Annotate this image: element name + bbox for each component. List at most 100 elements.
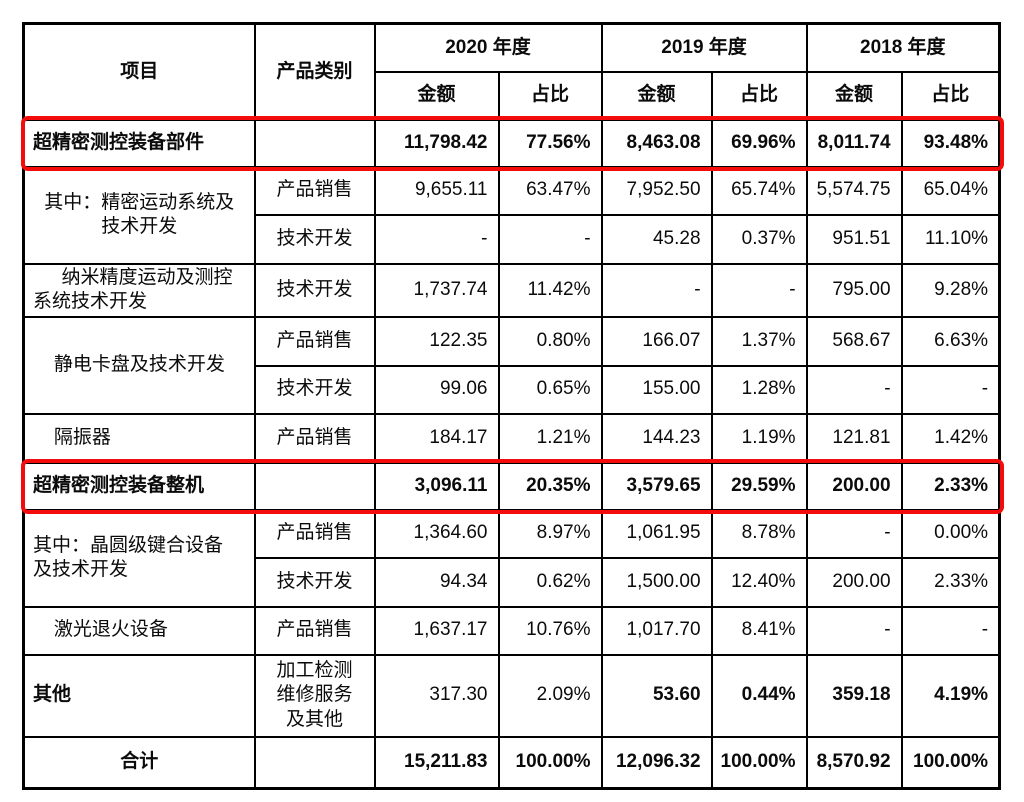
amount-cell: 99.06 [373, 364, 500, 415]
row-wafer-bonding-sales: 其中：晶圆级键合设备 及技术开发 产品销售 1,364.60 8.97% 1,0… [22, 508, 1001, 608]
ratio-cell: 8.78% [710, 508, 808, 559]
ratio-cell: 9.28% [900, 262, 1001, 318]
item-cell: 隔振器 [22, 412, 256, 464]
header-amount-2018: 金额 [805, 70, 903, 121]
ratio-cell: 100.00% [900, 735, 1001, 790]
ratio-cell: 1.37% [710, 315, 808, 367]
amount-cell: 1,637.17 [373, 605, 500, 656]
amount-cell: 3,096.11 [373, 461, 500, 511]
row-nano-motion-dev: 纳米精度运动及测控 系统技术开发 技术开发 1,737.74 11.42% - … [22, 262, 1001, 318]
amount-cell: 94.34 [373, 556, 500, 608]
category-cell: 产品销售 [253, 165, 376, 216]
category-cell [253, 735, 376, 790]
item-cell: 超精密测控装备部件 [22, 118, 256, 168]
amount-cell: 45.28 [600, 213, 713, 265]
ratio-cell: 1.28% [710, 364, 808, 415]
category-cell [253, 461, 376, 511]
row-electrostatic-chuck-sales: 静电卡盘及技术开发 产品销售 122.35 0.80% 166.07 1.37%… [22, 315, 1001, 415]
ratio-cell: 1.19% [710, 412, 808, 464]
ratio-cell: - [900, 605, 1001, 656]
header-year-2020: 2020 年度 [373, 22, 603, 73]
row-precision-motion-sales: 其中：精密运动系统及 技术开发 产品销售 9,655.11 63.47% 7,9… [22, 165, 1001, 265]
amount-cell: 11,798.42 [373, 118, 500, 168]
amount-cell: - [805, 508, 903, 559]
amount-cell: 795.00 [805, 262, 903, 318]
ratio-cell: - [900, 364, 1001, 415]
ratio-cell: 6.63% [900, 315, 1001, 367]
ratio-cell: 0.37% [710, 213, 808, 265]
header-year-2018: 2018 年度 [805, 22, 1001, 73]
ratio-cell: 0.65% [497, 364, 603, 415]
item-cell: 其中：精密运动系统及 技术开发 [22, 165, 256, 265]
amount-cell: 1,737.74 [373, 262, 500, 318]
row-machines-subtotal: 超精密测控装备整机 3,096.11 20.35% 3,579.65 29.59… [22, 461, 1001, 511]
amount-cell: 53.60 [600, 653, 713, 738]
ratio-cell: 10.76% [497, 605, 603, 656]
amount-cell: - [600, 262, 713, 318]
row-grand-total: 合计 15,211.83 100.00% 12,096.32 100.00% 8… [22, 735, 1001, 790]
ratio-cell: 0.80% [497, 315, 603, 367]
ratio-cell: 77.56% [497, 118, 603, 168]
ratio-cell: 11.10% [900, 213, 1001, 265]
ratio-cell: 0.44% [710, 653, 808, 738]
ratio-cell: 12.40% [710, 556, 808, 608]
ratio-cell: 0.00% [900, 508, 1001, 559]
ratio-cell: - [497, 213, 603, 265]
category-cell: 加工检测 维修服务 及其他 [253, 653, 376, 738]
item-cell: 其中：晶圆级键合设备 及技术开发 [22, 508, 256, 608]
header-amount-2019: 金额 [600, 70, 713, 121]
header-category: 产品类别 [253, 22, 376, 121]
amount-cell: 1,061.95 [600, 508, 713, 559]
ratio-cell: 8.41% [710, 605, 808, 656]
amount-cell: 155.00 [600, 364, 713, 415]
amount-cell: 3,579.65 [600, 461, 713, 511]
header-item: 项目 [22, 22, 256, 121]
item-cell: 静电卡盘及技术开发 [22, 315, 256, 415]
amount-cell: 317.30 [373, 653, 500, 738]
category-cell [253, 118, 376, 168]
row-other: 其他 加工检测 维修服务 及其他 317.30 2.09% 53.60 0.44… [22, 653, 1001, 738]
header-row-years: 项目 产品类别 2020 年度 2019 年度 2018 年度 [22, 22, 1001, 121]
revenue-by-category-table: 项目 产品类别 2020 年度 2019 年度 2018 年度 金额 占比 金额… [22, 22, 1002, 790]
ratio-cell: 4.19% [900, 653, 1001, 738]
amount-cell: - [373, 213, 500, 265]
ratio-cell: 0.62% [497, 556, 603, 608]
item-cell: 其他 [22, 653, 256, 738]
category-cell: 产品销售 [253, 412, 376, 464]
header-year-2019: 2019 年度 [600, 22, 808, 73]
amount-cell: 9,655.11 [373, 165, 500, 216]
category-cell: 产品销售 [253, 605, 376, 656]
amount-cell: 166.07 [600, 315, 713, 367]
amount-cell: 5,574.75 [805, 165, 903, 216]
row-parts-subtotal: 超精密测控装备部件 11,798.42 77.56% 8,463.08 69.9… [22, 118, 1001, 168]
ratio-cell: 100.00% [497, 735, 603, 790]
ratio-cell: - [710, 262, 808, 318]
item-cell: 超精密测控装备整机 [22, 461, 256, 511]
amount-cell: 7,952.50 [600, 165, 713, 216]
row-wafer-bonding-dev: 技术开发 94.34 0.62% 1,500.00 12.40% 200.00 … [24, 556, 1001, 608]
ratio-cell: 63.47% [497, 165, 603, 216]
ratio-cell: 2.33% [900, 556, 1001, 608]
ratio-cell: 29.59% [710, 461, 808, 511]
row-electrostatic-chuck-dev: 技术开发 99.06 0.65% 155.00 1.28% - - [24, 364, 1001, 415]
amount-cell: 200.00 [805, 556, 903, 608]
row-precision-motion-dev: 技术开发 - - 45.28 0.37% 951.51 11.10% [24, 213, 1001, 265]
amount-cell: 12,096.32 [600, 735, 713, 790]
amount-cell: 8,570.92 [805, 735, 903, 790]
category-cell: 产品销售 [253, 315, 376, 367]
ratio-cell: 65.74% [710, 165, 808, 216]
row-vibration-isolator: 隔振器 产品销售 184.17 1.21% 144.23 1.19% 121.8… [22, 412, 1001, 464]
ratio-cell: 8.97% [497, 508, 603, 559]
amount-cell: 8,463.08 [600, 118, 713, 168]
category-cell: 技术开发 [253, 213, 376, 265]
amount-cell: 1,500.00 [600, 556, 713, 608]
ratio-cell: 2.33% [900, 461, 1001, 511]
ratio-cell: 100.00% [710, 735, 808, 790]
item-cell: 激光退火设备 [22, 605, 256, 656]
header-ratio-2020: 占比 [497, 70, 603, 121]
header-row-metrics: 金额 占比 金额 占比 金额 占比 [24, 70, 1001, 121]
row-laser-annealing: 激光退火设备 产品销售 1,637.17 10.76% 1,017.70 8.4… [22, 605, 1001, 656]
amount-cell: 8,011.74 [805, 118, 903, 168]
ratio-cell: 1.42% [900, 412, 1001, 464]
